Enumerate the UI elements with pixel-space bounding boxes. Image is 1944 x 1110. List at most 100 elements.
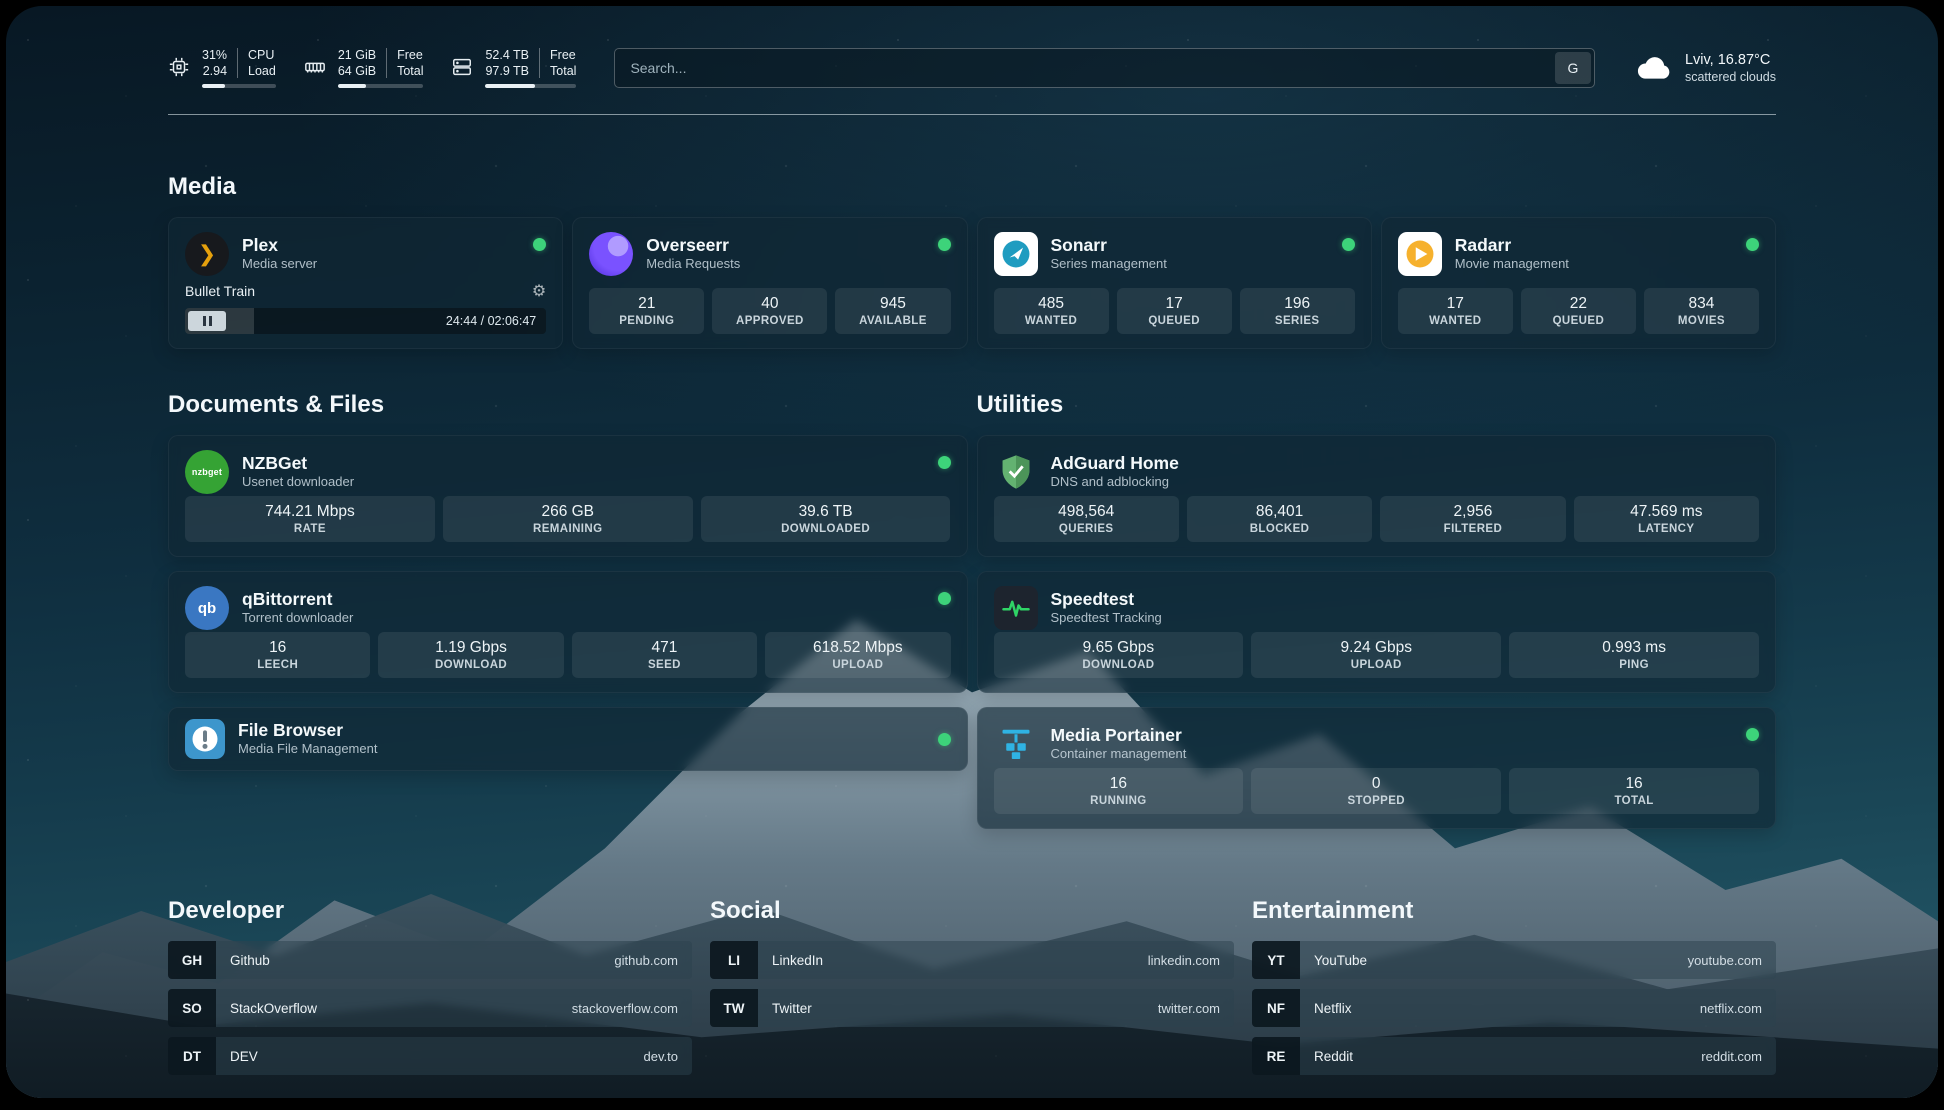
app-subtitle: Media Requests (646, 256, 741, 272)
stat-label: QUEUED (1552, 315, 1605, 327)
bookmark-reddit[interactable]: RE Reddit reddit.com (1252, 1037, 1776, 1075)
gear-icon[interactable]: ⚙ (531, 283, 547, 300)
stat-label: WANTED (1024, 315, 1078, 327)
app-title: Radarr (1454, 234, 1512, 255)
status-dot (937, 592, 951, 605)
bookmark-url: stackoverflow.com (571, 1000, 678, 1016)
stat-wanted: 485 WANTED (993, 288, 1109, 334)
status-dot (937, 732, 951, 746)
status-dot (533, 238, 547, 251)
app-subtitle: Usenet downloader (242, 474, 355, 490)
stat-label: BLOCKED (1249, 523, 1310, 535)
bookmark-dev[interactable]: DT DEV dev.to (168, 1037, 692, 1075)
app-subtitle: Media File Management (238, 741, 378, 757)
stat-value: 1.19 Gbps (435, 639, 507, 656)
bookmark-name: DEV (230, 1048, 258, 1064)
stat-upload: 9.24 Gbps UPLOAD (1251, 632, 1502, 678)
radarr-card[interactable]: Radarr Movie management 17 WANTED 22 QUEUE… (1380, 217, 1776, 349)
section-title-media: Media (168, 173, 237, 200)
stat-label: REMAINING (533, 523, 603, 535)
status-dot (937, 238, 951, 251)
app-title: Overseerr (646, 234, 729, 255)
stat-value: 485 (1038, 295, 1064, 312)
stat-label: DOWNLOAD (1082, 659, 1155, 671)
stat-stopped: 0 STOPPED (1251, 768, 1502, 814)
media-grid: ❯ Plex Media server Bullet Train ⚙ (168, 217, 1776, 349)
status-dot (937, 456, 951, 469)
cpu-percent: 31% (202, 48, 228, 62)
pause-button[interactable] (188, 311, 226, 331)
bookmark-abbr: GH (168, 941, 216, 979)
app-title: qBittorrent (242, 588, 333, 609)
bookmark-url: reddit.com (1701, 1048, 1762, 1064)
playback-progress-bar[interactable]: 24:44 / 02:06:47 (185, 308, 547, 334)
stat-available: 945 AVAILABLE (835, 288, 951, 334)
weather-location: Lviv, 16.87°C (1684, 52, 1771, 68)
stat-value: 2,956 (1453, 503, 1493, 520)
portainer-card[interactable]: Media Portainer Container management 16 R… (976, 707, 1776, 829)
bookmark-youtube[interactable]: YT YouTube youtube.com (1252, 941, 1776, 979)
sonarr-card[interactable]: Sonarr Series management 485 WANTED 17 QUE… (976, 217, 1372, 349)
stat-queued: 17 QUEUED (1116, 288, 1232, 334)
app-subtitle: Movie management (1454, 256, 1569, 272)
stat-leech: 16 LEECH (185, 632, 371, 678)
stat-label: UPLOAD (1350, 659, 1402, 671)
stat-value: 0 (1371, 775, 1381, 792)
stat-download: 1.19 Gbps DOWNLOAD (378, 632, 564, 678)
bookmark-abbr: LI (710, 941, 758, 979)
stat-movies: 834 MOVIES (1643, 288, 1759, 334)
section-title-utilities: Utilities (976, 391, 1064, 418)
stat-value: 618.52 Mbps (813, 639, 903, 656)
stat-latency: 47.569 ms LATENCY (1573, 496, 1759, 542)
cpu-label: CPU (248, 48, 275, 62)
app-subtitle: DNS and adblocking (1050, 474, 1170, 490)
bookmark-twitter[interactable]: TW Twitter twitter.com (710, 989, 1234, 1027)
bookmark-url: twitter.com (1157, 1000, 1220, 1016)
bookmark-netflix[interactable]: NF Netflix netflix.com (1252, 989, 1776, 1027)
overseerr-card[interactable]: Overseerr Media Requests 21 PENDING 40 APP… (572, 217, 968, 349)
cpu-load: 2.94 (202, 64, 228, 78)
now-playing-title: Bullet Train (185, 283, 256, 299)
stat-label: QUEUED (1148, 315, 1200, 327)
bookmark-name: Netflix (1314, 1000, 1352, 1016)
filebrowser-card[interactable]: File Browser Media File Management (168, 707, 968, 771)
stat-series: 196 SERIES (1239, 288, 1355, 334)
app-subtitle: Container management (1050, 746, 1187, 762)
app-title: Sonarr (1050, 234, 1107, 255)
bookmark-abbr: SO (168, 989, 216, 1027)
qbittorrent-card[interactable]: qb qBittorrent Torrent downloader 16 LEEC… (168, 571, 968, 693)
divider (386, 48, 388, 78)
bookmark-abbr: DT (168, 1037, 216, 1075)
bookmark-name: Reddit (1314, 1048, 1354, 1064)
documents-column: Documents & Files nzbget NZBGet Usenet d… (168, 391, 968, 829)
ram-label-2: Total (397, 64, 424, 78)
bookmark-github[interactable]: GH Github github.com (168, 941, 692, 979)
stat-value: 744.21 Mbps (265, 503, 355, 520)
disk-free: 52.4 TB (485, 48, 530, 62)
bookmark-name: LinkedIn (772, 952, 824, 968)
bookmark-stackoverflow[interactable]: SO StackOverflow stackoverflow.com (168, 989, 692, 1027)
adguard-card[interactable]: AdGuard Home DNS and adblocking 498,564 Q… (976, 435, 1776, 557)
bookmark-linkedin[interactable]: LI LinkedIn linkedin.com (710, 941, 1234, 979)
app-subtitle: Media server (242, 256, 318, 272)
status-dot (1746, 728, 1759, 741)
stat-download: 9.65 Gbps DOWNLOAD (993, 632, 1244, 678)
bookmark-name: Twitter (772, 1000, 812, 1016)
search-input[interactable] (618, 60, 1555, 76)
ram-free: 21 GiB (337, 48, 377, 62)
ram-widget: 21 GiB 64 GiB Free Total (304, 48, 424, 88)
bookmark-name: YouTube (1314, 952, 1368, 968)
nzbget-card[interactable]: nzbget NZBGet Usenet downloader 744.21 M… (168, 435, 968, 557)
speedtest-icon (993, 586, 1038, 630)
speedtest-card[interactable]: Speedtest Speedtest Tracking 9.65 Gbps DO… (976, 571, 1776, 693)
app-title: Speedtest (1050, 588, 1135, 609)
search-engine-button[interactable]: G (1554, 52, 1591, 84)
stat-value: 40 (761, 295, 779, 312)
utilities-column: Utilities AdGuard Home DNS and adblockin… (976, 391, 1776, 829)
status-dot (1341, 238, 1355, 251)
plex-card[interactable]: ❯ Plex Media server Bullet Train ⚙ (168, 217, 564, 349)
bookmark-abbr: NF (1252, 989, 1300, 1027)
stat-label: APPROVED (735, 315, 804, 327)
bookmark-abbr: YT (1252, 941, 1300, 979)
ram-total: 64 GiB (337, 64, 377, 78)
